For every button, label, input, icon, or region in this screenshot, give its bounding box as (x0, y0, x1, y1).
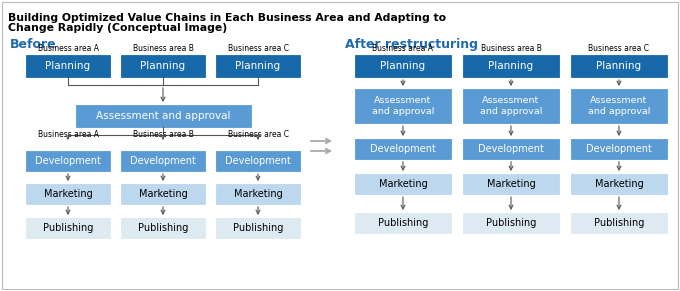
FancyBboxPatch shape (216, 184, 300, 204)
Text: Development: Development (586, 144, 652, 154)
Text: Assessment
and approval: Assessment and approval (588, 96, 650, 116)
FancyBboxPatch shape (463, 55, 559, 77)
Text: Assessment
and approval: Assessment and approval (372, 96, 435, 116)
FancyBboxPatch shape (121, 151, 205, 171)
Text: Business area B: Business area B (133, 44, 193, 53)
Text: Publishing: Publishing (486, 218, 537, 228)
FancyBboxPatch shape (355, 55, 451, 77)
FancyBboxPatch shape (121, 218, 205, 238)
Text: Planning: Planning (46, 61, 90, 71)
Text: Planning: Planning (596, 61, 641, 71)
Text: Planning: Planning (141, 61, 186, 71)
Text: Development: Development (478, 144, 544, 154)
FancyBboxPatch shape (571, 213, 667, 233)
FancyBboxPatch shape (571, 55, 667, 77)
FancyBboxPatch shape (216, 151, 300, 171)
FancyBboxPatch shape (216, 55, 300, 77)
Text: Marketing: Marketing (594, 179, 643, 189)
FancyBboxPatch shape (571, 139, 667, 159)
FancyBboxPatch shape (571, 174, 667, 194)
Text: Development: Development (225, 156, 291, 166)
FancyBboxPatch shape (355, 89, 451, 123)
FancyBboxPatch shape (463, 139, 559, 159)
Text: Development: Development (370, 144, 436, 154)
Text: Publishing: Publishing (138, 223, 188, 233)
Text: Assessment
and approval: Assessment and approval (480, 96, 542, 116)
Text: Business area A: Business area A (37, 44, 99, 53)
FancyBboxPatch shape (26, 218, 110, 238)
FancyBboxPatch shape (26, 184, 110, 204)
Text: Marketing: Marketing (234, 189, 282, 199)
Text: Marketing: Marketing (44, 189, 92, 199)
FancyBboxPatch shape (463, 89, 559, 123)
Text: Business area A: Business area A (37, 130, 99, 139)
FancyBboxPatch shape (463, 174, 559, 194)
Text: Publishing: Publishing (233, 223, 283, 233)
Text: Before: Before (10, 38, 56, 51)
Text: Business area B: Business area B (133, 130, 193, 139)
Text: Business area A: Business area A (373, 44, 434, 53)
Text: Building Optimized Value Chains in Each Business Area and Adapting to: Building Optimized Value Chains in Each … (8, 13, 446, 23)
FancyBboxPatch shape (355, 213, 451, 233)
Text: Planning: Planning (235, 61, 281, 71)
Text: Marketing: Marketing (487, 179, 535, 189)
Text: Marketing: Marketing (139, 189, 188, 199)
Text: Business area C: Business area C (228, 44, 288, 53)
FancyBboxPatch shape (355, 139, 451, 159)
FancyBboxPatch shape (355, 174, 451, 194)
Text: After restructuring: After restructuring (345, 38, 478, 51)
FancyBboxPatch shape (121, 55, 205, 77)
Text: Development: Development (130, 156, 196, 166)
Text: Change Rapidly (Conceptual Image): Change Rapidly (Conceptual Image) (8, 23, 227, 33)
FancyBboxPatch shape (571, 89, 667, 123)
Text: Planning: Planning (380, 61, 426, 71)
Text: Assessment and approval: Assessment and approval (96, 111, 231, 121)
FancyBboxPatch shape (216, 218, 300, 238)
Text: Publishing: Publishing (594, 218, 644, 228)
FancyBboxPatch shape (75, 105, 250, 127)
FancyBboxPatch shape (463, 213, 559, 233)
Text: Publishing: Publishing (378, 218, 428, 228)
Text: Planning: Planning (488, 61, 534, 71)
Text: Development: Development (35, 156, 101, 166)
Text: Business area C: Business area C (588, 44, 649, 53)
FancyBboxPatch shape (26, 55, 110, 77)
Text: Publishing: Publishing (43, 223, 93, 233)
Text: Business area B: Business area B (481, 44, 541, 53)
Text: Marketing: Marketing (379, 179, 427, 189)
FancyBboxPatch shape (26, 151, 110, 171)
FancyBboxPatch shape (121, 184, 205, 204)
Text: Business area C: Business area C (228, 130, 288, 139)
